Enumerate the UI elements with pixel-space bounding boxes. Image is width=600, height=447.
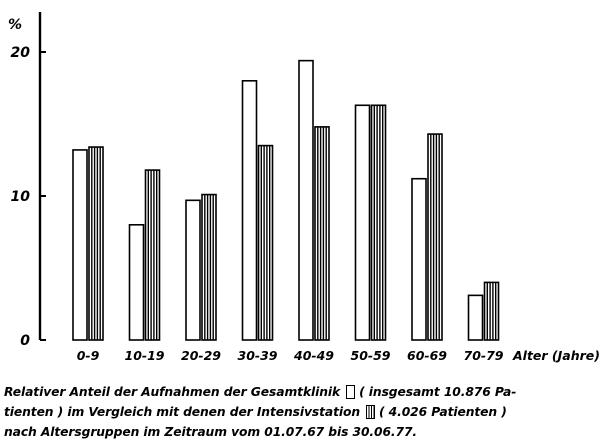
bar-gesamtklinik xyxy=(411,177,427,341)
caption-line-2: tienten ) im Vergleich mit denen der Int… xyxy=(4,402,596,422)
bar-gesamtklinik xyxy=(467,294,484,341)
x-category-label: 40-49 xyxy=(293,348,334,363)
caption-line-2-count: ( 4.026 Patienten ) xyxy=(378,405,507,419)
x-category-label: 0-9 xyxy=(77,348,100,363)
x-axis-title: Alter (Jahre) xyxy=(512,348,600,363)
bars xyxy=(72,59,500,341)
bar-chart: % 0 10 20 0-9 10-19 20-29 30-39 40-49 50-59 60-6… xyxy=(8,12,600,363)
y-tick-label: 20 xyxy=(11,45,31,61)
figure-caption: Relativer Anteil der Aufnahmen der Gesam… xyxy=(4,382,596,442)
caption-line-1-count: ( insgesamt 10.876 Pa- xyxy=(359,385,517,399)
caption-line-1: Relativer Anteil der Aufnahmen der Gesam… xyxy=(4,382,596,402)
x-category-label: 60-69 xyxy=(407,348,447,363)
bar-gesamtklinik xyxy=(72,149,88,341)
x-axis-title-text: Alter (Jahre) xyxy=(512,348,600,363)
x-category-label: 10-19 xyxy=(125,348,165,363)
y-tick-label: 10 xyxy=(11,189,31,205)
y-axis-ticks: 0 10 20 xyxy=(11,45,46,349)
caption-line-3: nach Altersgruppen im Zeitraum vom 01.07… xyxy=(4,425,417,439)
bar-gesamtklinik xyxy=(128,224,145,341)
x-category-label: 50-59 xyxy=(351,348,391,363)
caption-line-2-text: tienten ) im Vergleich mit denen der Int… xyxy=(4,405,360,419)
caption-line-1-text: Relativer Anteil der Aufnahmen der Gesam… xyxy=(4,385,341,399)
legend-swatch-hatched-bar xyxy=(365,405,375,419)
category-labels: 0-9 10-19 20-29 30-39 40-49 50-59 60-69 70-79 xyxy=(77,348,504,363)
y-tick-label: 0 xyxy=(20,333,30,349)
bar-gesamtklinik xyxy=(354,104,371,341)
x-category-label: 30-39 xyxy=(238,348,278,363)
bar-gesamtklinik xyxy=(298,59,314,341)
bar-gesamtklinik xyxy=(185,199,201,341)
x-category-label: 20-29 xyxy=(181,348,221,363)
y-axis-unit: % xyxy=(8,17,22,33)
legend-swatch-open-bar xyxy=(346,385,356,399)
bar-gesamtklinik xyxy=(241,80,258,341)
x-category-label: 70-79 xyxy=(464,348,504,363)
bar-intensivstation xyxy=(88,146,104,341)
